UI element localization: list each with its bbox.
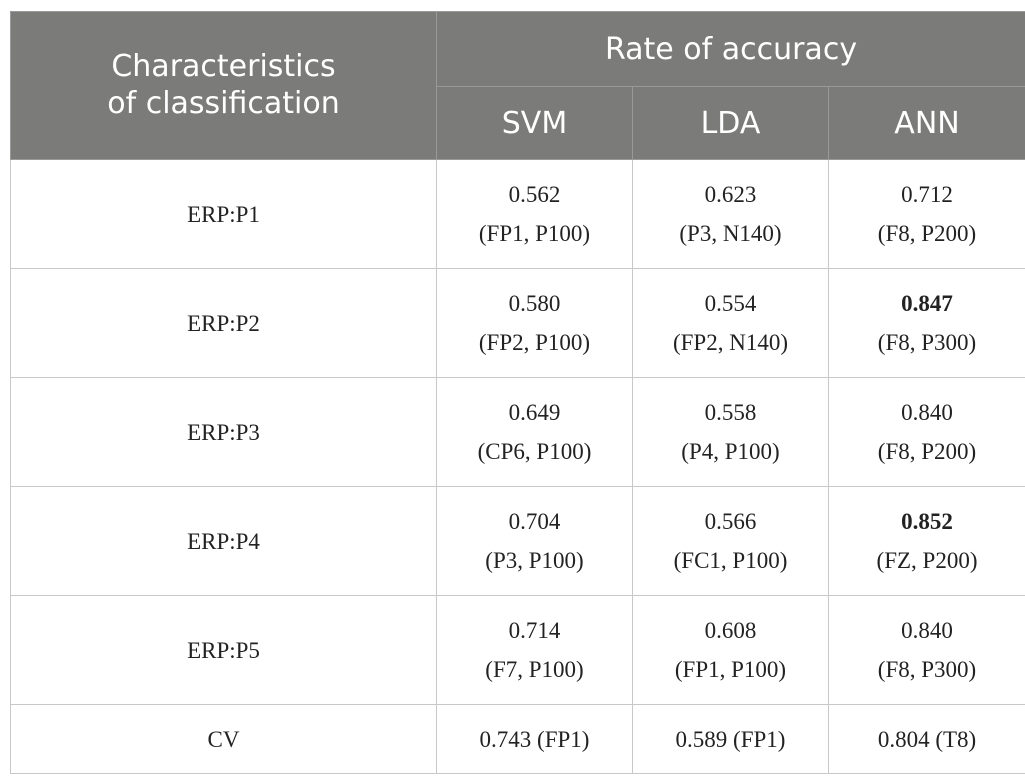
table-row: ERP:P1 0.562 (FP1, P100) 0.623 (P3, N140) …: [10, 159, 1025, 269]
accuracy-table: Characteristics of classification Rate o…: [10, 11, 1025, 774]
cell-value: 0.714: [508, 618, 561, 643]
header-lda: LDA: [632, 86, 829, 160]
cv-row: CV 0.743 (FP1) 0.589 (FP1) 0.804 (T8): [10, 704, 1025, 774]
header-characteristics-line-1: Characteristics: [111, 48, 336, 84]
lda-cell: 0.623 (P3, N140): [632, 159, 829, 269]
cv-ann-cell: 0.804 (T8): [827, 704, 1025, 774]
cell-detail: (FC1, P100): [673, 548, 788, 573]
svm-cell: 0.714 (F7, P100): [436, 595, 633, 705]
cell-detail: (P4, P100): [681, 439, 780, 464]
table-body: ERP:P1 0.562 (FP1, P100) 0.623 (P3, N140) …: [10, 159, 1025, 774]
cell-detail: (FP1, P100): [674, 657, 787, 682]
ann-cell: 0.840 (F8, P200): [827, 377, 1025, 487]
ann-cell: 0.852 (FZ, P200): [827, 486, 1025, 596]
cell-value: 0.623: [704, 182, 757, 207]
ann-cell: 0.712 (F8, P200): [827, 159, 1025, 269]
cell-detail: (F8, P300): [877, 330, 977, 355]
cell-detail: (FP2, P100): [478, 330, 591, 355]
row-label: ERP:P3: [10, 377, 437, 487]
cell-value: 0.566: [704, 509, 757, 534]
svm-cell: 0.580 (FP2, P100): [436, 268, 633, 378]
row-label: ERP:P1: [10, 159, 437, 269]
row-label: ERP:P5: [10, 595, 437, 705]
ann-cell: 0.847 (F8, P300): [827, 268, 1025, 378]
svm-cell: 0.562 (FP1, P100): [436, 159, 633, 269]
cell-detail: (F8, P300): [877, 657, 977, 682]
svm-cell: 0.704 (P3, P100): [436, 486, 633, 596]
ann-cell: 0.840 (F8, P300): [827, 595, 1025, 705]
table-row: ERP:P3 0.649 (CP6, P100) 0.558 (P4, P100) …: [10, 377, 1025, 487]
table-row: ERP:P4 0.704 (P3, P100) 0.566 (FC1, P100) …: [10, 486, 1025, 596]
cell-detail: (F8, P200): [877, 439, 977, 464]
lda-cell: 0.554 (FP2, N140): [632, 268, 829, 378]
row-label: ERP:P2: [10, 268, 437, 378]
lda-cell: 0.566 (FC1, P100): [632, 486, 829, 596]
cell-value: 0.712: [901, 182, 953, 207]
header-characteristics-line-2: of classification: [107, 85, 340, 121]
cell-value: 0.847: [901, 291, 953, 316]
cell-detail: (FP2, N140): [672, 330, 788, 355]
lda-cell: 0.558 (P4, P100): [632, 377, 829, 487]
header-characteristics: Characteristics of classification: [10, 11, 437, 160]
cell-detail: (P3, N140): [679, 221, 782, 246]
cell-value: 0.580: [508, 291, 561, 316]
cell-value: 0.558: [704, 400, 757, 425]
table-row: ERP:P5 0.714 (F7, P100) 0.608 (FP1, P100) …: [10, 595, 1025, 705]
cell-detail: (P3, P100): [485, 548, 584, 573]
cell-detail: (F8, P200): [877, 221, 977, 246]
cell-value: 0.608: [704, 618, 757, 643]
lda-cell: 0.608 (FP1, P100): [632, 595, 829, 705]
cv-lda-cell: 0.589 (FP1): [632, 704, 829, 774]
header-svm: SVM: [436, 86, 633, 160]
cv-row-label: CV: [10, 704, 437, 774]
svm-cell: 0.649 (CP6, P100): [436, 377, 633, 487]
cell-value: 0.840: [901, 400, 953, 425]
cell-detail: (FP1, P100): [478, 221, 591, 246]
cell-value: 0.704: [508, 509, 561, 534]
cell-value: 0.840: [901, 618, 953, 643]
cell-value: 0.649: [508, 400, 561, 425]
cv-svm-cell: 0.743 (FP1): [436, 704, 633, 774]
cell-value: 0.852: [901, 509, 953, 534]
cell-value: 0.562: [508, 182, 561, 207]
cell-detail: (F7, P100): [485, 657, 584, 682]
cell-value: 0.554: [704, 291, 757, 316]
row-label: ERP:P4: [10, 486, 437, 596]
header-ann: ANN: [827, 86, 1025, 160]
cell-detail: (FZ, P200): [876, 548, 978, 573]
cell-detail: (CP6, P100): [477, 439, 592, 464]
table-row: ERP:P2 0.580 (FP2, P100) 0.554 (FP2, N140)…: [10, 268, 1025, 378]
header-rate-of-accuracy: Rate of accuracy: [435, 11, 1025, 87]
